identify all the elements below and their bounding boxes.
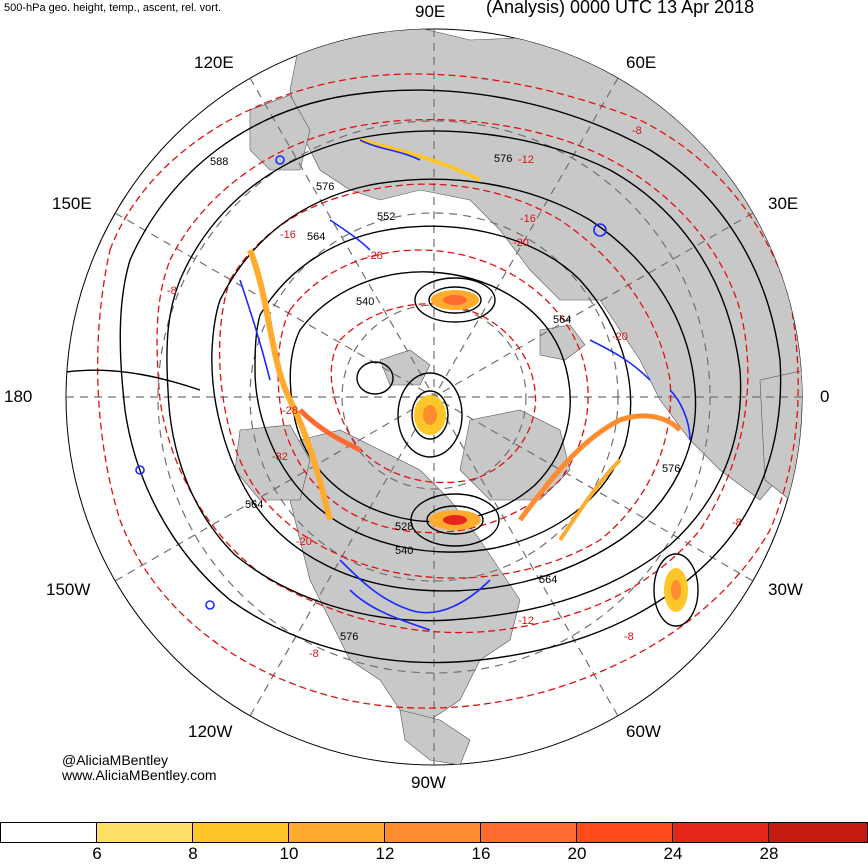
vorticity-contours	[135, 139, 691, 631]
lon-label-180: 180	[4, 387, 33, 406]
lon-label-60e: 60E	[626, 53, 657, 72]
colorbar-tick: 10	[279, 844, 299, 863]
height-contours	[66, 89, 782, 664]
colorbar-bin	[480, 822, 577, 843]
colorbar-bin	[0, 822, 97, 843]
temp-label: -8	[167, 285, 177, 297]
temp-label: -20	[612, 331, 628, 343]
lon-label-150w: 150W	[46, 580, 91, 599]
height-label: 540	[356, 296, 374, 308]
colorbar-bin	[768, 822, 868, 843]
lon-label-150e: 150E	[52, 194, 92, 213]
temp-label: -12	[518, 615, 534, 627]
lon-label-30w: 30W	[768, 580, 803, 599]
temperature-contours	[97, 73, 799, 709]
height-label: 564	[539, 574, 557, 586]
land-masses	[234, 29, 802, 765]
temp-label: -8	[309, 648, 319, 660]
colorbar-bin	[288, 822, 385, 843]
temp-label: -8	[624, 631, 634, 643]
analysis-time: (Analysis) 0000 UTC 13 Apr 2018	[486, 0, 755, 17]
colorbar-tick: 6	[92, 844, 102, 863]
map-title: 500-hPa geo. height, temp., ascent, rel.…	[4, 2, 222, 14]
height-label: 552	[377, 211, 395, 223]
colorbar-bin	[96, 822, 193, 843]
credit-handle: @AliciaMBentley	[62, 752, 169, 768]
colorbar-tick: 20	[567, 844, 587, 863]
colorbar-tick: 24	[663, 844, 683, 863]
lon-label-120w: 120W	[188, 722, 233, 741]
temp-label: -20	[513, 237, 529, 249]
height-label: 576	[662, 463, 680, 475]
lon-label-90w: 90W	[411, 773, 446, 792]
temp-label: -20	[296, 536, 312, 548]
colorbar-bin	[576, 822, 673, 843]
colorbar-tick: 12	[375, 844, 395, 863]
height-label: 564	[307, 231, 325, 243]
colorbar: 6 8 10 12 16 20 24 28	[0, 822, 868, 865]
lon-label-0: 0	[820, 387, 830, 406]
height-label: 564	[553, 314, 571, 326]
temp-label: -12	[518, 154, 534, 166]
height-label: 528	[395, 521, 413, 533]
temp-label: -8	[732, 517, 742, 529]
height-label: 540	[395, 545, 413, 557]
temp-label: -28	[282, 405, 298, 417]
ascent-shading	[247, 138, 688, 612]
height-label: 576	[494, 153, 512, 165]
temp-label: -32	[272, 451, 288, 463]
colorbar-bin	[384, 822, 481, 843]
temp-label: -28	[367, 250, 383, 262]
colorbar-tick: 16	[471, 844, 491, 863]
height-label: 564	[245, 499, 263, 511]
height-label: 576	[340, 631, 358, 643]
colorbar-bin	[192, 822, 289, 843]
colorbar-tick: 8	[188, 844, 198, 863]
temp-label: -8	[632, 125, 642, 137]
credit-website: www.AliciaMBentley.com	[62, 767, 217, 783]
height-label: 576	[316, 181, 334, 193]
colorbar-tick: 28	[759, 844, 779, 863]
temp-label: -16	[520, 213, 536, 225]
polar-map: 588 576 576 552 564 540 564 576 564 528 …	[65, 28, 803, 766]
lon-label-60w: 60W	[626, 722, 661, 741]
lon-label-120e: 120E	[194, 53, 234, 72]
lon-label-30e: 30E	[768, 194, 799, 213]
temp-label: -16	[280, 229, 296, 241]
colorbar-bin	[672, 822, 769, 843]
height-label: 588	[210, 156, 228, 168]
lon-label-90e: 90E	[415, 2, 446, 21]
